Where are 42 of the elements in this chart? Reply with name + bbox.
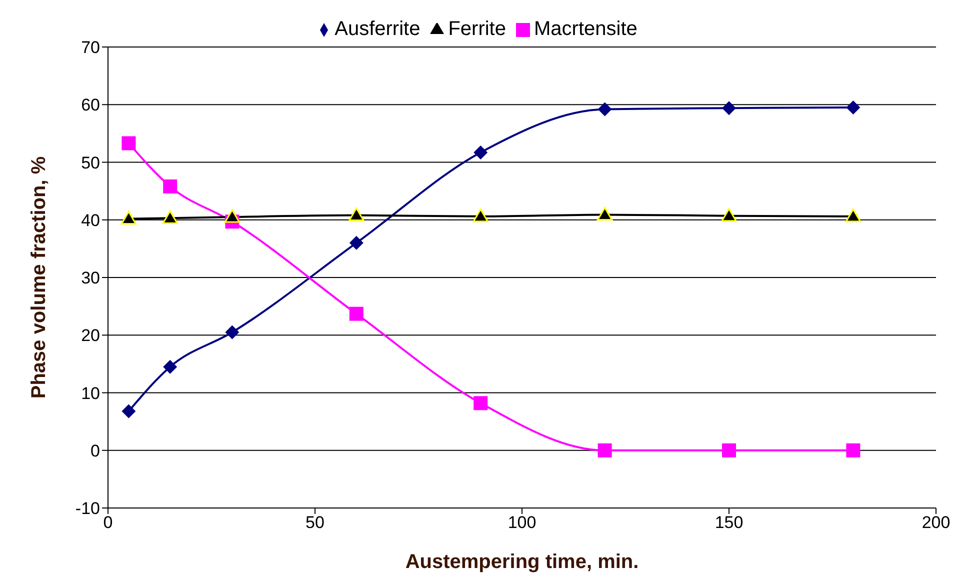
y-tick-label: 70 (81, 38, 100, 58)
legend-label: Ausferrite (334, 18, 420, 40)
point (598, 102, 612, 116)
x-tick-label: 50 (306, 513, 324, 532)
point (597, 206, 613, 220)
x-tick-label: 150 (714, 513, 744, 532)
x-axis-title: Austempering time, min. (405, 551, 639, 573)
point (474, 145, 488, 160)
point (845, 208, 861, 222)
point (163, 360, 178, 374)
y-tick-label: -10 (75, 499, 100, 518)
legend-label: Macrtensite (534, 18, 638, 40)
point (722, 443, 736, 458)
point (120, 210, 136, 224)
y-tick-label: 40 (81, 210, 100, 230)
y-tick-label: 30 (81, 268, 100, 288)
point (348, 208, 364, 222)
legend-label: Ferrite (448, 18, 506, 40)
point (349, 236, 364, 250)
point (122, 404, 136, 418)
point (846, 100, 860, 115)
point (162, 210, 178, 224)
x-tick-label: 0 (103, 513, 113, 532)
point (224, 209, 240, 223)
point (122, 136, 136, 150)
point (598, 443, 612, 458)
y-tick-label: 10 (81, 384, 100, 403)
x-tick-label: 100 (508, 513, 536, 532)
point (722, 101, 736, 116)
y-tick-label: 20 (81, 326, 100, 346)
y-tick-label: 60 (81, 96, 100, 115)
y-tick-label: 50 (81, 153, 100, 172)
y-axis-title: Phase volume fraction, % (28, 156, 50, 399)
x-tick-label: 200 (922, 513, 950, 532)
point (474, 396, 488, 410)
point (349, 306, 364, 321)
point (846, 443, 860, 458)
point (225, 325, 240, 340)
point (721, 208, 737, 222)
y-tick-label: 0 (90, 441, 100, 460)
point (472, 208, 488, 222)
point (163, 179, 178, 194)
